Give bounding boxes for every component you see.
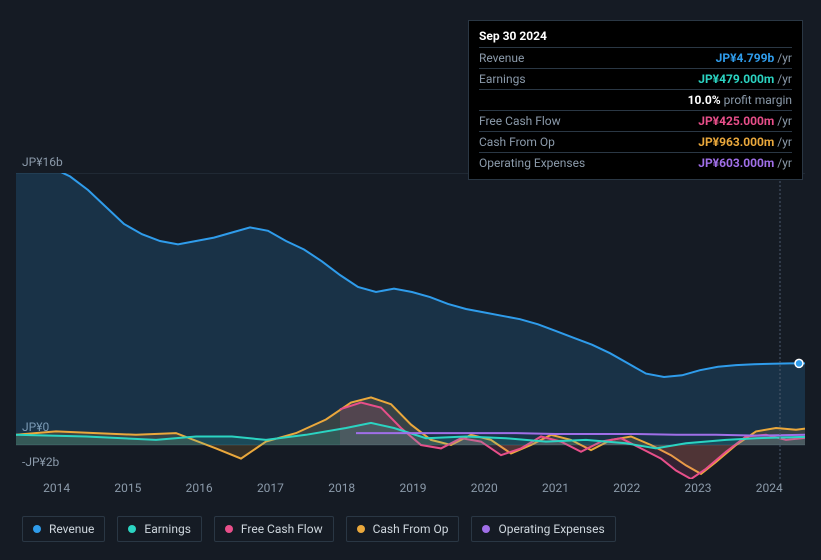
tooltip-suffix: /yr xyxy=(777,51,792,65)
legend-item[interactable]: Earnings xyxy=(117,516,202,542)
x-axis-tick: 2020 xyxy=(449,481,520,495)
legend-item[interactable]: Operating Expenses xyxy=(471,516,615,542)
chart-area: JP¥16bJP¥0-JP¥2b 20142015201620172018201… xyxy=(16,155,805,500)
tooltip-suffix: /yr xyxy=(777,156,792,170)
x-axis: 2014201520162017201820192020202120222023… xyxy=(16,481,805,495)
chart-tooltip: Sep 30 2024 Revenue JP¥4.799b/yr Earnings J… xyxy=(468,20,803,180)
x-axis-tick: 2022 xyxy=(591,481,662,495)
line-chart[interactable] xyxy=(16,173,805,479)
tooltip-value: JP¥479.000m xyxy=(698,72,774,86)
x-axis-tick: 2014 xyxy=(21,481,92,495)
x-axis-tick: 2015 xyxy=(92,481,163,495)
tooltip-suffix: /yr xyxy=(777,135,792,149)
tooltip-suffix: profit margin xyxy=(724,93,792,107)
tooltip-value: JP¥603.000m xyxy=(698,156,774,170)
tooltip-label: Operating Expenses xyxy=(479,156,585,170)
tooltip-row: Operating Expenses JP¥603.000m/yr xyxy=(479,152,792,173)
tooltip-label: Earnings xyxy=(479,72,526,86)
legend-label: Cash From Op xyxy=(373,522,449,536)
legend-dot-icon xyxy=(128,525,136,533)
tooltip-label: Cash From Op xyxy=(479,135,555,149)
y-axis-label: JP¥16b xyxy=(22,155,63,169)
legend-dot-icon xyxy=(482,525,490,533)
tooltip-value: 10.0% xyxy=(688,93,721,107)
legend-dot-icon xyxy=(357,525,365,533)
legend-item[interactable]: Revenue xyxy=(22,516,105,542)
tooltip-label: Free Cash Flow xyxy=(479,114,561,128)
legend-dot-icon xyxy=(33,525,41,533)
tooltip-label: Revenue xyxy=(479,51,524,65)
tooltip-row: Cash From Op JP¥963.000m/yr xyxy=(479,131,792,152)
chart-legend: Revenue Earnings Free Cash Flow Cash From O… xyxy=(22,516,616,542)
x-axis-tick: 2024 xyxy=(734,481,805,495)
legend-dot-icon xyxy=(225,525,233,533)
tooltip-row: Earnings JP¥479.000m/yr xyxy=(479,68,792,89)
tooltip-value: JP¥4.799b xyxy=(716,51,775,65)
tooltip-row: 10.0%profit margin xyxy=(479,89,792,110)
legend-label: Earnings xyxy=(144,522,191,536)
x-axis-tick: 2016 xyxy=(164,481,235,495)
tooltip-suffix: /yr xyxy=(777,72,792,86)
tooltip-row: Free Cash Flow JP¥425.000m/yr xyxy=(479,110,792,131)
tooltip-value: JP¥963.000m xyxy=(698,135,774,149)
tooltip-row: Revenue JP¥4.799b/yr xyxy=(479,47,792,68)
legend-label: Free Cash Flow xyxy=(241,522,323,536)
legend-item[interactable]: Free Cash Flow xyxy=(214,516,334,542)
tooltip-date: Sep 30 2024 xyxy=(479,27,792,47)
legend-label: Revenue xyxy=(49,522,94,536)
x-axis-tick: 2023 xyxy=(662,481,733,495)
x-axis-tick: 2019 xyxy=(377,481,448,495)
tooltip-suffix: /yr xyxy=(777,114,792,128)
revenue-area xyxy=(16,173,805,445)
legend-item[interactable]: Cash From Op xyxy=(346,516,460,542)
x-axis-tick: 2018 xyxy=(306,481,377,495)
x-axis-tick: 2021 xyxy=(520,481,591,495)
legend-label: Operating Expenses xyxy=(498,522,604,536)
revenue-end-marker xyxy=(795,359,803,367)
x-axis-tick: 2017 xyxy=(235,481,306,495)
tooltip-value: JP¥425.000m xyxy=(698,114,774,128)
